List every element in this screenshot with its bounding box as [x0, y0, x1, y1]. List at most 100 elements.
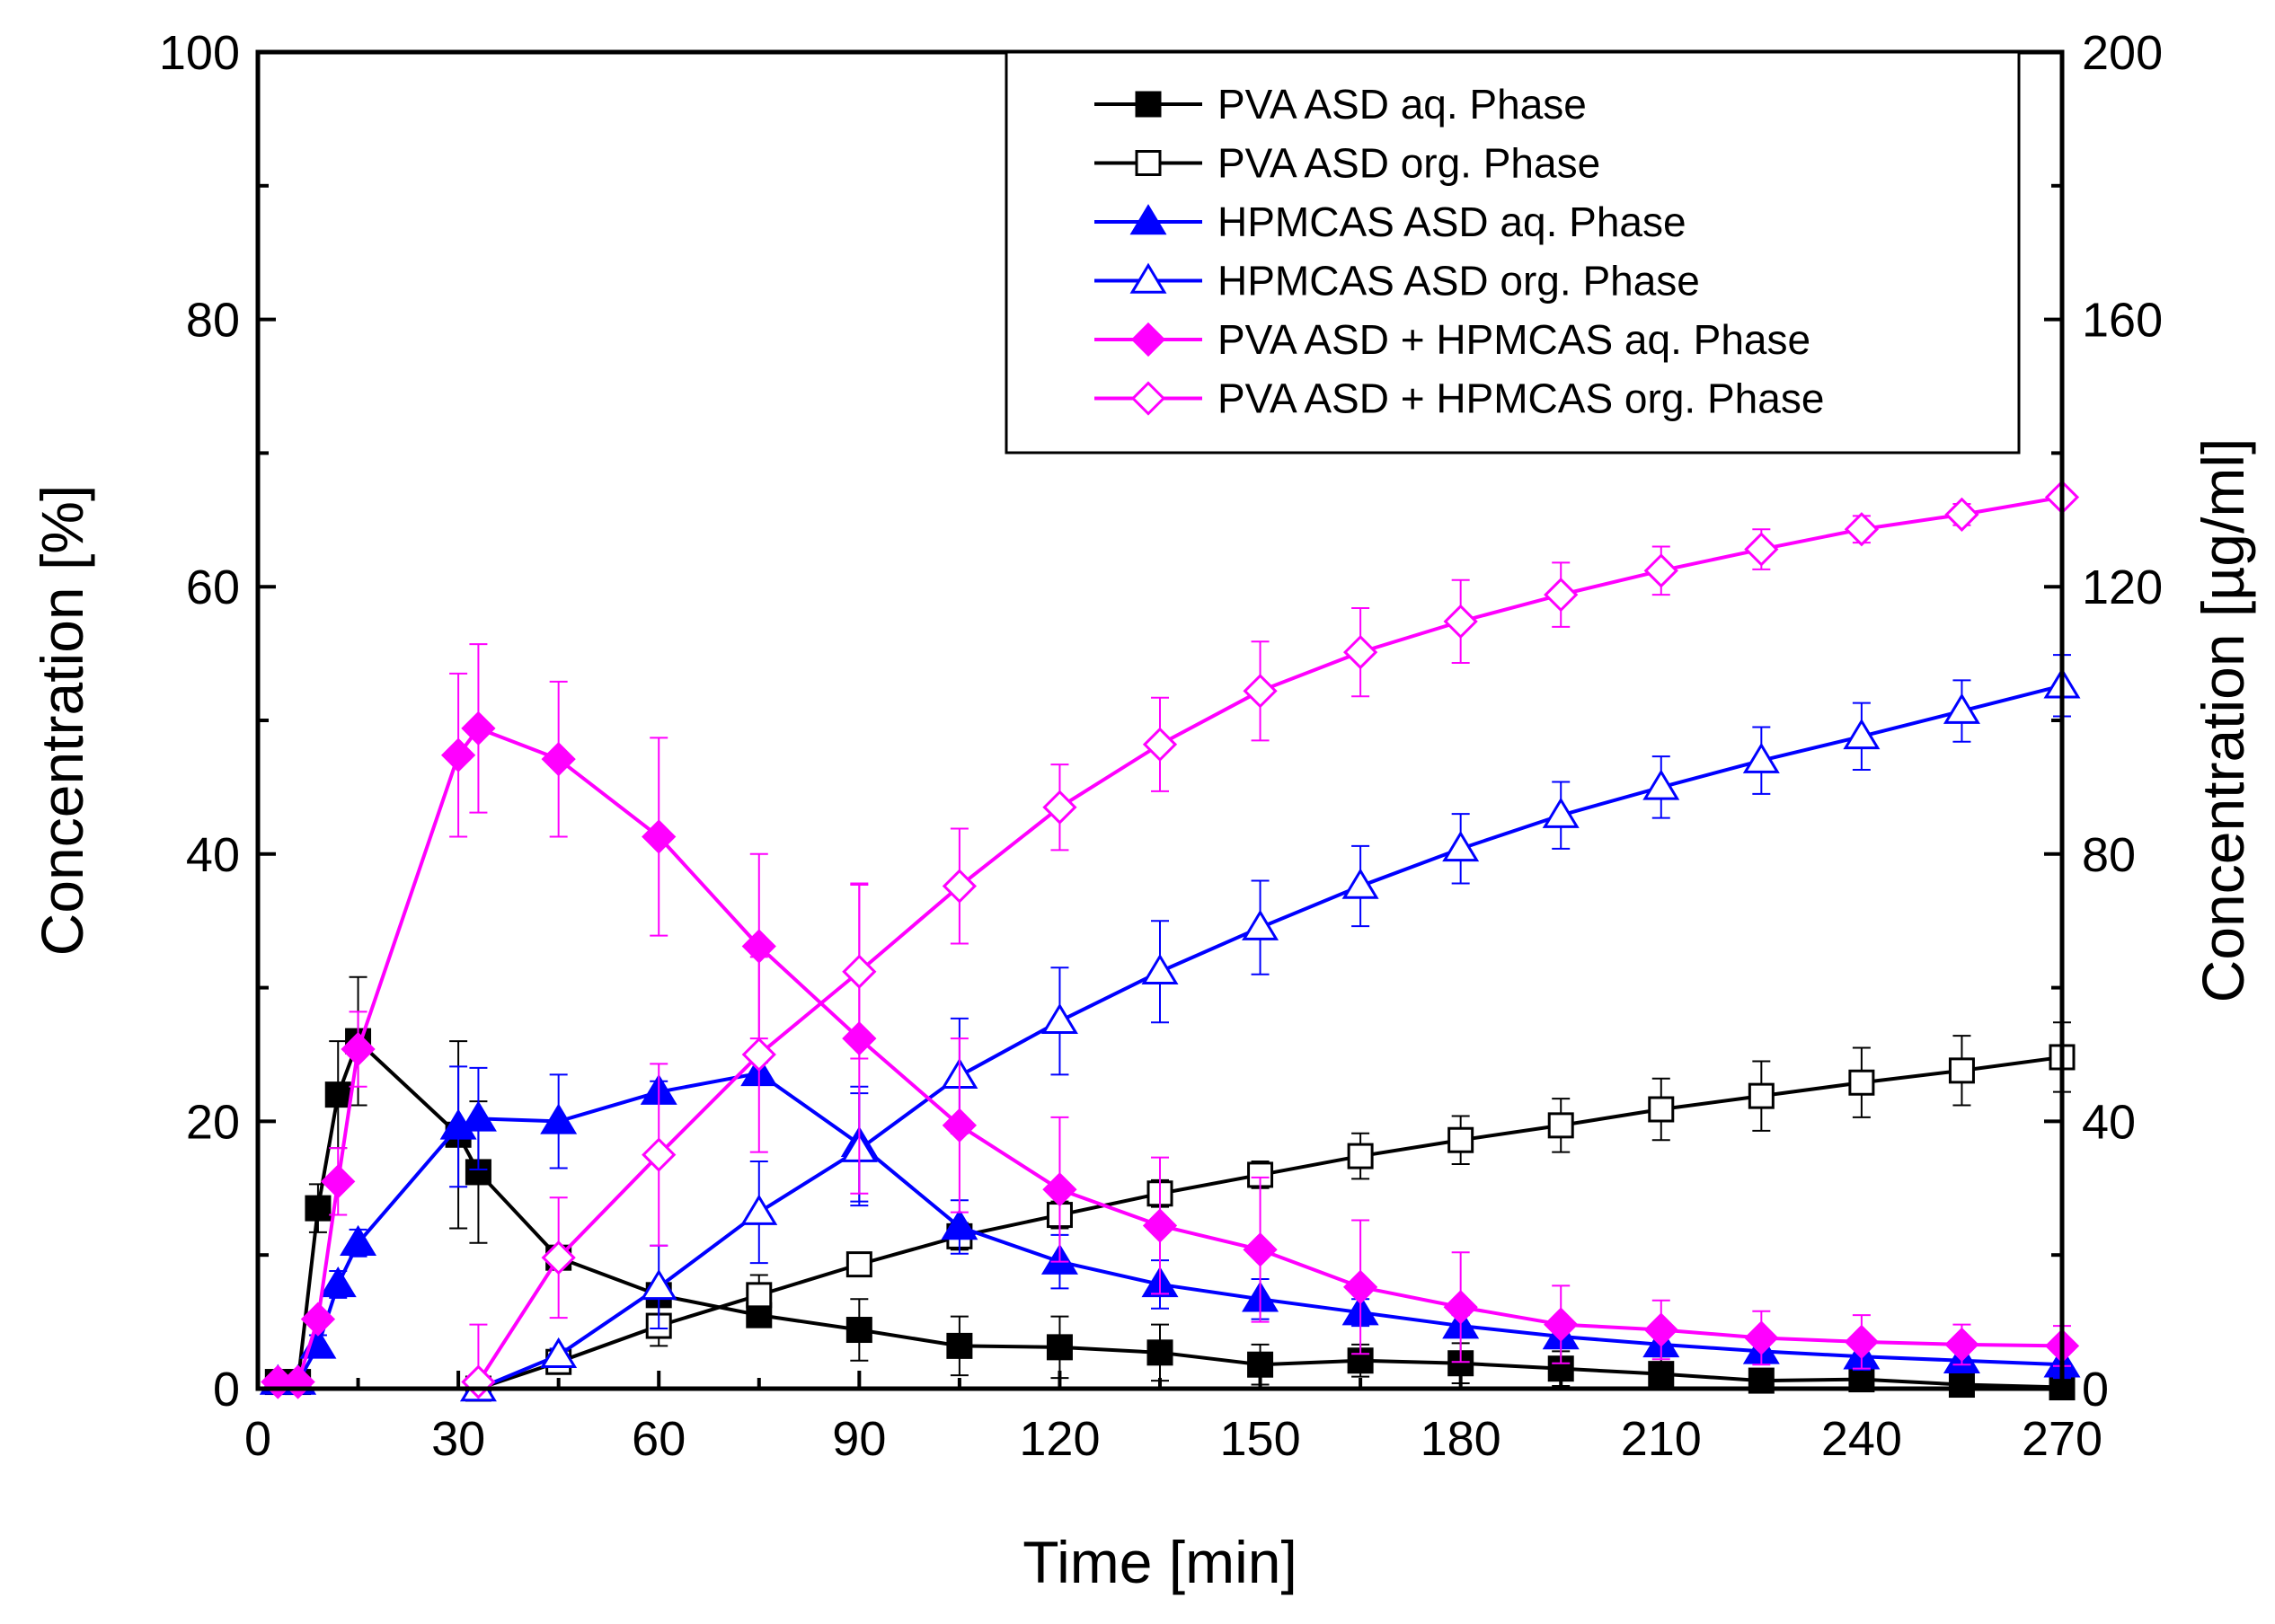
data-point	[946, 1332, 973, 1359]
y2-axis-title: Concentration [µg/ml]	[2190, 438, 2256, 1003]
data-point	[746, 1282, 773, 1309]
data-point	[1544, 1307, 1579, 1342]
legend-marker	[1135, 150, 1162, 176]
x-tick-label: 240	[1821, 1412, 1902, 1466]
x-tick-label: 210	[1621, 1412, 1702, 1466]
data-point	[1347, 1143, 1374, 1169]
legend-entry-pva-asd-org-phase: PVA ASD org. Phase	[1094, 140, 1600, 187]
x-tick-label: 0	[244, 1412, 271, 1466]
legend-label: HPMCAS ASD aq. Phase	[1217, 199, 1686, 245]
data-point	[1944, 1327, 1979, 1363]
legend-marker	[1130, 322, 1166, 357]
y2-tick-label: 200	[2082, 26, 2163, 80]
x-tick-label: 270	[2022, 1412, 2102, 1466]
data-point	[1142, 727, 1178, 762]
axes-layer: 0 30 60 90 120 150 180 210 240 270020406080100040…	[159, 26, 2163, 1466]
data-point	[1142, 1208, 1178, 1243]
data-point	[1146, 1339, 1173, 1366]
y-tick-label: 0	[213, 1363, 240, 1417]
y2-tick-label: 160	[2082, 294, 2163, 348]
data-point	[842, 954, 877, 989]
y2-tick-label: 80	[2082, 828, 2136, 882]
x-tick-label: 90	[832, 1412, 886, 1466]
data-point	[942, 1108, 978, 1143]
legend-label: PVA ASD aq. Phase	[1217, 81, 1587, 128]
x-tick-label: 180	[1421, 1412, 1501, 1466]
data-point	[459, 1100, 497, 1132]
data-point	[1544, 578, 1579, 613]
x-tick-label: 60	[632, 1412, 686, 1466]
legend-entry-pva-asd-hpmcas-org-phase: PVA ASD + HPMCAS org. Phase	[1094, 375, 1824, 422]
legend-entries: PVA ASD aq. Phase PVA ASD org. Phase HPMCA…	[1094, 81, 1824, 422]
data-point	[1447, 1126, 1474, 1153]
data-point	[1342, 634, 1378, 670]
data-point	[1744, 532, 1779, 567]
data-point	[1943, 693, 1980, 724]
y-axis-title: Concentration [%]	[29, 485, 95, 957]
data-point	[642, 819, 677, 854]
data-point	[319, 1267, 357, 1298]
data-point	[1243, 674, 1278, 709]
data-point	[1242, 909, 1279, 940]
y2-tick-label: 0	[2082, 1363, 2109, 1417]
x-tick-label: 150	[1220, 1412, 1301, 1466]
data-point	[845, 1251, 872, 1278]
data-point	[1742, 742, 1780, 773]
legend-label: PVA ASD + HPMCAS aq. Phase	[1217, 316, 1810, 363]
series-pva-asd-hpmcas-aq-phase	[261, 643, 2080, 1399]
data-point	[1748, 1082, 1775, 1109]
data-point	[540, 1103, 578, 1134]
data-point	[941, 1209, 978, 1240]
legend-entry-pva-asd-hpmcas-aq-phase: PVA ASD + HPMCAS aq. Phase	[1094, 316, 1810, 363]
data-point	[1341, 868, 1379, 899]
data-point	[1944, 497, 1979, 532]
data-point	[1042, 790, 1077, 825]
data-point	[305, 1195, 332, 1222]
data-point	[1042, 1172, 1077, 1207]
y-tick-label: 100	[159, 26, 240, 80]
data-point	[1040, 1002, 1078, 1035]
data-point	[1046, 1334, 1073, 1361]
data-point	[1948, 1057, 1975, 1084]
legend-marker	[1129, 204, 1167, 235]
data-point	[942, 869, 978, 904]
data-point	[1843, 718, 1881, 750]
data-point	[1643, 553, 1678, 588]
data-point	[340, 1224, 377, 1257]
y2-tick-label: 40	[2082, 1095, 2136, 1149]
legend-entry-hpmcas-asd-aq-phase: HPMCAS ASD aq. Phase	[1094, 199, 1686, 245]
legend-entry-pva-asd-aq-phase: PVA ASD aq. Phase	[1094, 81, 1587, 128]
legend-marker	[1129, 262, 1167, 294]
legend-marker	[1130, 381, 1166, 416]
legend-label: PVA ASD + HPMCAS org. Phase	[1217, 375, 1824, 422]
data-point	[1442, 830, 1480, 862]
data-point	[324, 1081, 351, 1108]
data-point	[1443, 604, 1478, 640]
data-point	[440, 737, 476, 772]
data-point	[540, 1337, 578, 1369]
data-point	[642, 1137, 677, 1172]
legend: PVA ASD aq. Phase PVA ASD org. Phase HPMCA…	[1005, 50, 2021, 455]
y-tick-label: 80	[186, 294, 240, 348]
data-point	[461, 710, 496, 746]
data-point	[1648, 1096, 1675, 1123]
data-point	[541, 1240, 576, 1275]
data-point	[740, 1194, 778, 1225]
data-point	[640, 1268, 677, 1301]
data-point	[845, 1317, 872, 1344]
legend-entry-hpmcas-asd-org-phase: HPMCAS ASD org. Phase	[1094, 258, 1700, 304]
data-point	[1547, 1112, 1574, 1139]
data-point	[1443, 1290, 1478, 1325]
data-point	[1542, 797, 1580, 828]
y-tick-label: 60	[186, 560, 240, 614]
data-point	[341, 1031, 376, 1067]
data-point	[1844, 512, 1880, 547]
data-point	[1342, 1269, 1378, 1305]
data-point	[1844, 1324, 1880, 1360]
data-point	[1642, 769, 1680, 800]
data-point	[321, 1164, 356, 1199]
legend-box	[1005, 50, 2021, 455]
legend-marker	[1135, 91, 1162, 118]
legend-label: PVA ASD org. Phase	[1217, 140, 1600, 187]
